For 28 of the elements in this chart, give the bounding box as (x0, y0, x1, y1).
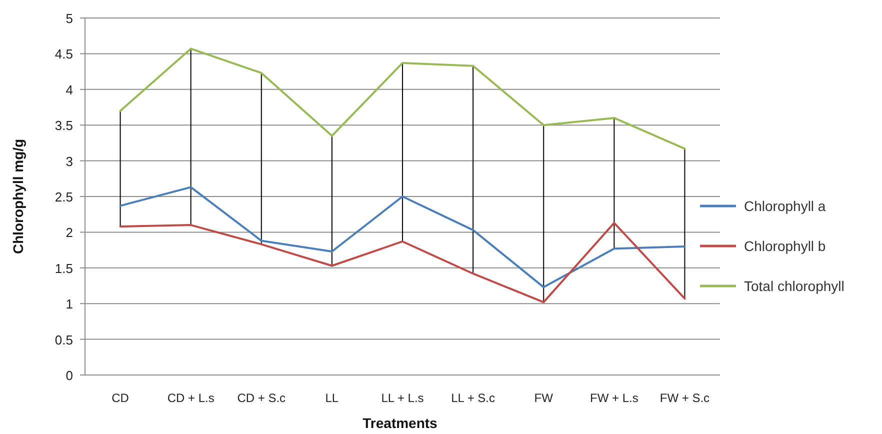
line-series (119, 222, 686, 304)
y-tick-label: 3 (66, 154, 73, 169)
x-axis-title: Treatments (362, 415, 438, 431)
y-tick-label: 3.5 (54, 118, 73, 134)
y-tick-label: 2 (66, 225, 73, 240)
x-tick-label: FW + S.c (660, 391, 710, 405)
line-series (119, 48, 686, 150)
x-tick-label: FW (534, 391, 554, 405)
y-tick-label: 1 (66, 296, 73, 312)
y-tick-label: 1.5 (54, 260, 73, 276)
y-axis-title: Chlorophyll mg/g (10, 138, 26, 254)
x-tick-label: LL + S.c (451, 391, 496, 405)
x-tick-label: LL (325, 391, 339, 405)
legend-label: Chlorophyll b (744, 238, 826, 254)
y-tick-label: 4.5 (54, 46, 73, 62)
x-tick-label: LL + L.s (381, 391, 424, 405)
y-tick-label: 0.5 (54, 332, 73, 348)
y-tick-label: 4 (66, 82, 73, 98)
y-tick-label: 5 (66, 11, 73, 26)
line-series (119, 186, 686, 288)
legend-label: Total chlorophyll (744, 278, 844, 294)
x-tick-label: FW + L.s (590, 391, 638, 405)
x-tick-label: CD + L.s (167, 391, 214, 405)
x-tick-label: CD + S.c (237, 391, 286, 405)
x-tick-label: CD (112, 391, 130, 405)
y-tick-label: 0 (66, 368, 73, 383)
legend-label: Chlorophyll a (744, 198, 826, 214)
y-tick-label: 2.5 (54, 190, 73, 204)
